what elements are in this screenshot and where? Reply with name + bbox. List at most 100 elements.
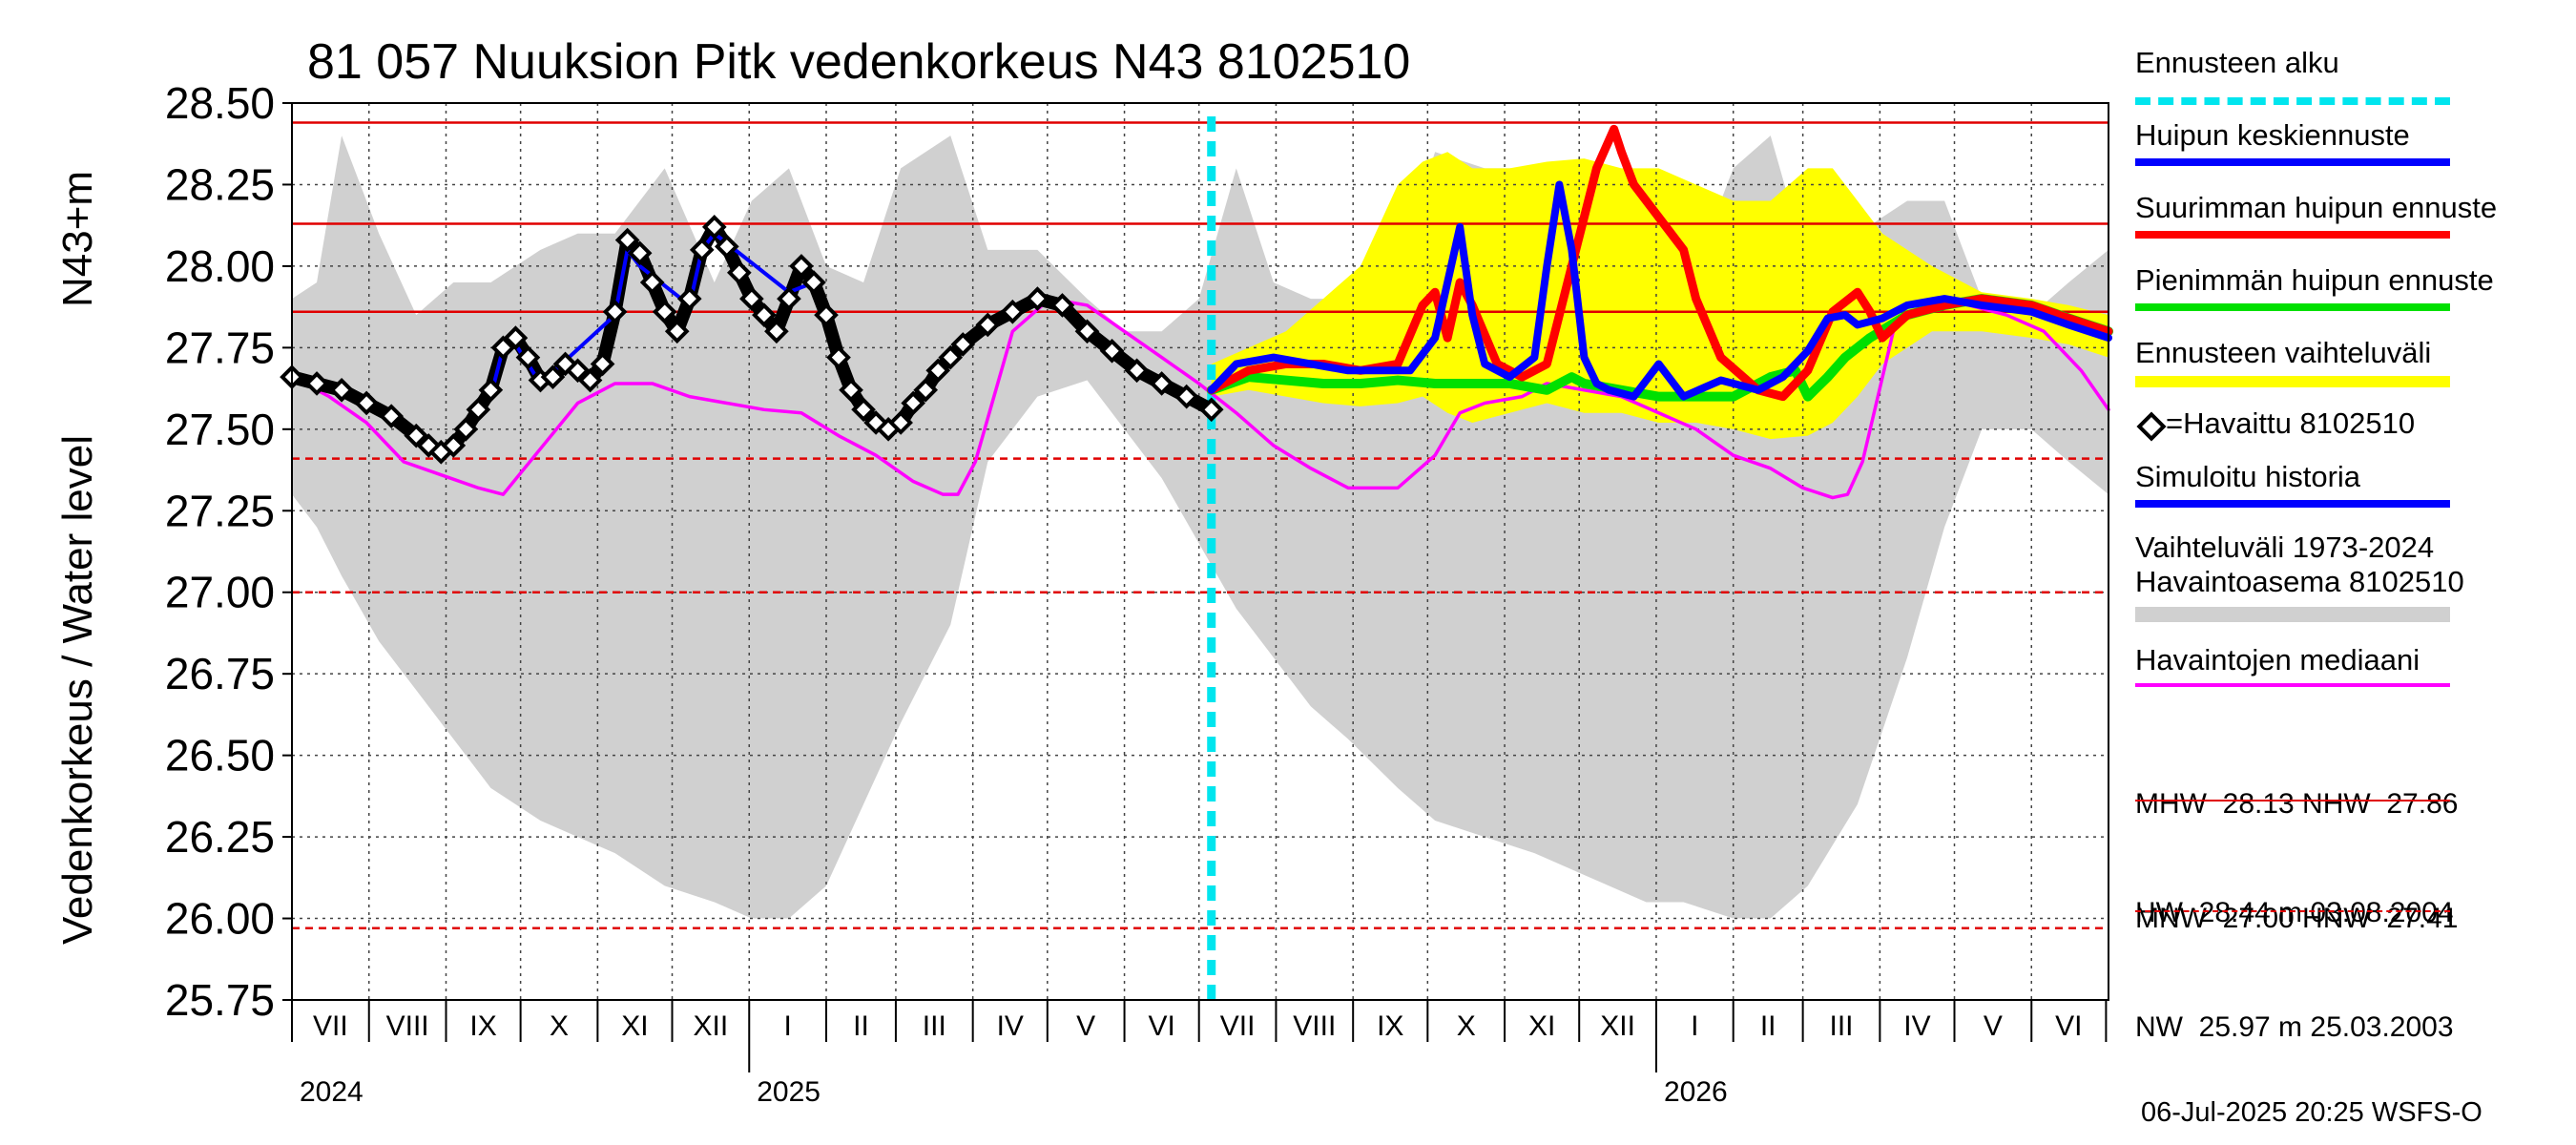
series-line — [1207, 180, 2112, 401]
observed-point — [701, 215, 727, 239]
observed-point — [676, 286, 702, 311]
observed-point — [614, 227, 640, 253]
month-label: VIII — [386, 1010, 429, 1042]
observed-point — [789, 254, 814, 279]
month-label: IV — [997, 1010, 1024, 1042]
observed-point — [304, 371, 329, 396]
observed-point — [1149, 371, 1174, 396]
legend-label: Ennusteen vaihteluväli — [2135, 336, 2432, 369]
stats-line: MHW 28.13 NHW 27.86 — [2135, 788, 2459, 820]
observed-point — [1099, 338, 1125, 364]
month-label: IX — [1377, 1010, 1403, 1042]
legend-label: =Havaittu 8102510 — [2166, 406, 2416, 440]
month-label: II — [1760, 1010, 1776, 1042]
y-tick-label: 28.50 — [165, 78, 275, 128]
y-tick-label: 27.00 — [165, 568, 275, 617]
legend-swatch — [2135, 376, 2450, 387]
year-label: 2024 — [300, 1076, 364, 1108]
month-label: IX — [469, 1010, 496, 1042]
legend-item-median: Havaintojen mediaani — [2135, 643, 2555, 687]
plot-frame — [291, 102, 2109, 1001]
observed-point — [490, 335, 516, 361]
observed-point — [739, 286, 764, 311]
observed-point — [777, 286, 801, 311]
observed-point — [727, 260, 752, 285]
month-label: X — [550, 1010, 569, 1042]
high-water-stats: MHW 28.13 NHW 27.86 HW 28.44 m 03.08.200… — [2135, 714, 2458, 1004]
y-axis: 28.50 28.25 28.00 27.75 27.50 27.25 27.00 26.75… — [165, 78, 292, 1025]
legend-swatch — [2135, 683, 2450, 687]
stats-line: MNW 27.00 HNW 27.41 — [2135, 903, 2459, 934]
year-label: 2026 — [1664, 1076, 1728, 1108]
stats-line: NW 25.97 m 25.03.2003 — [2135, 1011, 2454, 1043]
high-water-swatch — [2135, 800, 2450, 802]
observed-markers — [280, 215, 1224, 465]
observed-point — [714, 234, 739, 260]
observed-point — [453, 416, 479, 442]
observed-point — [379, 404, 405, 428]
observed-point — [1174, 384, 1199, 409]
y-tick-label: 25.75 — [165, 975, 275, 1025]
legend-item-peak-mean: Huipun keskiennuste — [2135, 118, 2555, 166]
chart-title: 81 057 Nuuksion Pitk vedenkorkeus N43 81… — [307, 34, 1410, 90]
y-tick-label: 26.00 — [165, 894, 275, 944]
legend-label: Ennusteen alku — [2135, 46, 2339, 79]
observed-point — [478, 377, 504, 403]
observed-point — [801, 270, 826, 295]
legend-swatch — [2135, 97, 2450, 105]
y-tick-label: 28.25 — [165, 159, 275, 209]
observed-point — [639, 270, 665, 295]
observed-point — [826, 344, 851, 370]
observed-point — [441, 433, 467, 458]
month-label: IV — [1903, 1010, 1930, 1042]
legend-label: Vaihteluväli 1973-2024 — [2135, 531, 2435, 564]
legend-label: Havaintojen mediaani — [2135, 643, 2420, 677]
month-label: X — [1457, 1010, 1476, 1042]
observed-point — [565, 358, 591, 384]
legend-swatch — [2135, 158, 2450, 166]
observed-point — [1000, 299, 1026, 324]
observed-point — [664, 319, 690, 344]
month-label: V — [1076, 1010, 1095, 1042]
legend-swatch — [2135, 500, 2450, 508]
legend-item-historical-range: Vaihteluväli 1973-2024 Havaintoasema 810… — [2135, 531, 2555, 622]
observed-point — [975, 312, 1001, 338]
observed-point — [1074, 319, 1100, 344]
month-label: I — [1691, 1010, 1698, 1042]
month-label: VI — [2055, 1010, 2082, 1042]
y-axis-unit: N43+m — [54, 171, 101, 307]
legend-swatch — [2135, 231, 2450, 239]
observed-point — [652, 299, 677, 324]
x-axis: VII VIII IX X XI XII I II III IV V VI VII VIII IX X XI XI… — [291, 1000, 2108, 1108]
observed-point — [577, 367, 603, 393]
legend-item-simulated: Simuloitu historia — [2135, 460, 2555, 508]
observed-point — [851, 397, 876, 423]
observed-point — [466, 397, 491, 423]
y-tick-label: 26.25 — [165, 812, 275, 862]
y-tick-label: 27.50 — [165, 405, 275, 454]
month-label: XI — [1528, 1010, 1555, 1042]
legend-item-forecast-range: Ennusteen vaihteluväli — [2135, 336, 2555, 387]
y-tick-label: 27.75 — [165, 323, 275, 372]
low-water-stats: MNW 27.00 HNW 27.41 NW 25.97 m 25.03.200… — [2135, 828, 2458, 1118]
observed-point — [938, 344, 964, 370]
legend-item-forecast-start: Ennusteen alku — [2135, 46, 2555, 105]
legend-swatch — [2135, 607, 2450, 622]
legend-label: Suurimman huipun ennuste — [2135, 191, 2498, 224]
observed-point — [1025, 286, 1050, 311]
reference-lines — [292, 121, 2109, 930]
year-label: 2025 — [757, 1076, 821, 1108]
stats-line: HW 28.44 m 03.08.2004 — [2135, 897, 2454, 928]
month-label: III — [1829, 1010, 1853, 1042]
month-label: VII — [313, 1010, 348, 1042]
observed-point — [540, 364, 566, 389]
legend-label: Huipun keskiennuste — [2135, 118, 2410, 152]
observed-point — [1124, 358, 1150, 384]
observed-point — [503, 325, 529, 350]
observed-point — [515, 344, 541, 370]
observed-point — [329, 377, 354, 403]
month-label: VII — [1220, 1010, 1256, 1042]
observed-point — [590, 351, 615, 377]
observed-point — [888, 410, 913, 435]
observed-point — [354, 390, 379, 416]
